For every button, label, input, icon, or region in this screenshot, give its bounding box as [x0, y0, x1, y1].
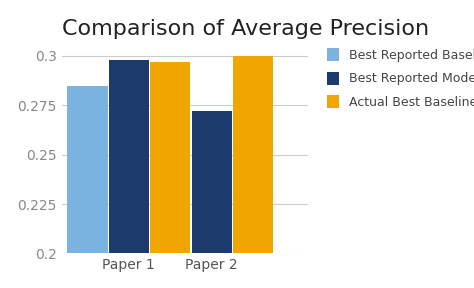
Bar	[150, 62, 191, 288]
Bar	[109, 60, 149, 288]
Bar	[233, 56, 273, 288]
Text: Comparison of Average Precision: Comparison of Average Precision	[62, 19, 429, 39]
Bar	[150, 153, 191, 288]
Bar	[191, 111, 232, 288]
Bar	[67, 86, 108, 288]
Legend: Best Reported Baseline, Best Reported Model, Actual Best Baseline: Best Reported Baseline, Best Reported Mo…	[327, 48, 474, 109]
